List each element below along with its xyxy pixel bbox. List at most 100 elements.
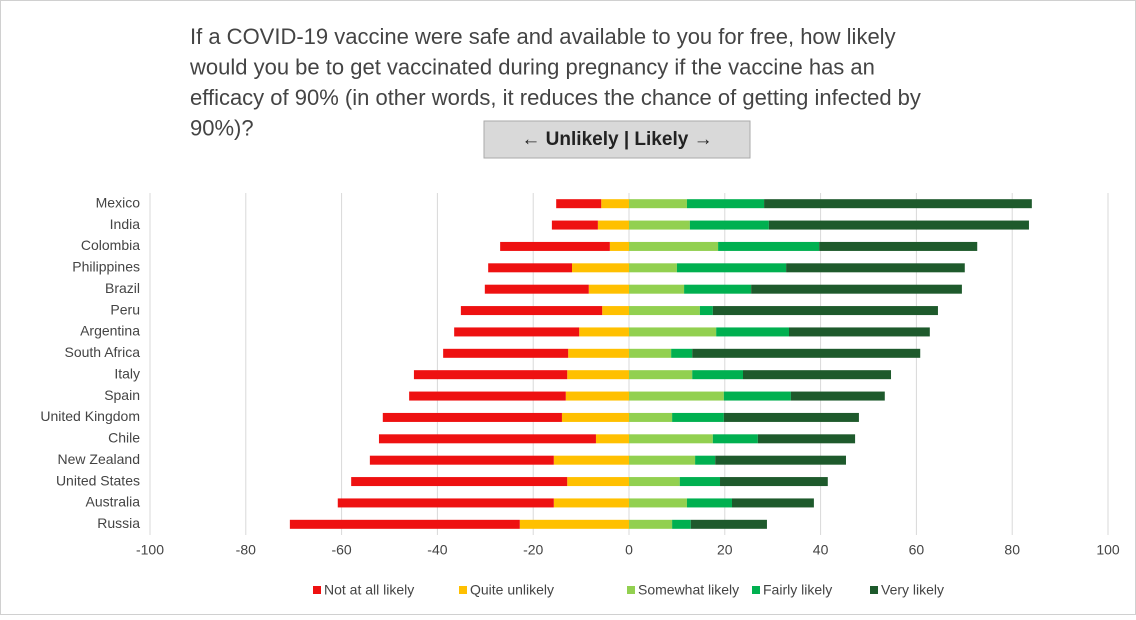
bar-segment (629, 498, 687, 508)
bar-segment (579, 327, 629, 337)
bar-segment (716, 327, 789, 337)
x-tick-label: -100 (136, 542, 164, 558)
x-tick-label: 20 (717, 542, 733, 558)
bar-segment (699, 306, 713, 316)
bar-segment (629, 263, 677, 273)
bar-segment (588, 284, 629, 294)
y-tick-label: India (110, 216, 141, 232)
bar-segment (551, 220, 598, 230)
legend-label: Somewhat likely (638, 582, 739, 598)
bar-segment (676, 263, 787, 273)
bar-segment (602, 306, 629, 316)
bar-segment (629, 306, 700, 316)
bar-segment (692, 348, 921, 358)
bar-segment (720, 477, 828, 487)
title-line: If a COVID-19 vaccine were safe and avai… (190, 24, 896, 49)
bar-segment (629, 455, 696, 465)
bar-segment (715, 455, 846, 465)
bar-segment (553, 498, 629, 508)
bar-segment (369, 455, 554, 465)
x-tick-label: -40 (427, 542, 447, 558)
bar-segment (672, 412, 724, 422)
bar-segment (568, 348, 629, 358)
x-tick-label: 40 (813, 542, 829, 558)
bar-segment (595, 434, 629, 444)
bar-segment (790, 391, 885, 401)
bar-segment (629, 327, 717, 337)
bar-segment (351, 477, 568, 487)
x-tick-label: -20 (523, 542, 543, 558)
bar-segment (629, 391, 724, 401)
legend-swatch (459, 586, 467, 594)
bar-segment (488, 263, 572, 273)
bar-segment (718, 241, 820, 251)
title-line: 90%)? (190, 115, 254, 140)
bar-segment (519, 519, 629, 529)
bar-segment (768, 220, 1029, 230)
bar-segment (723, 412, 859, 422)
bar-segment (567, 477, 629, 487)
legend-label: Very likely (881, 582, 944, 598)
bar-segment (500, 241, 610, 251)
y-tick-label: South Africa (65, 344, 141, 360)
bar-segment (712, 306, 938, 316)
bar-segment (629, 220, 690, 230)
bar-segment (571, 263, 629, 273)
x-tick-label: 100 (1096, 542, 1120, 558)
annotation: ← Unlikely | Likely → (521, 129, 712, 150)
bar-segment (690, 519, 767, 529)
bar-segment (567, 370, 629, 380)
y-tick-label: Argentina (80, 323, 140, 339)
bar-segment (413, 370, 568, 380)
bar-segment (686, 498, 732, 508)
bar-segment (723, 391, 791, 401)
bar-segment (686, 199, 765, 209)
bar-segment (601, 199, 629, 209)
y-tick-label: Australia (86, 494, 141, 510)
bar-segment (597, 220, 629, 230)
bar-segment (757, 434, 856, 444)
y-tick-label: United Kingdom (40, 408, 140, 424)
x-tick-label: 60 (909, 542, 925, 558)
bar-segment (819, 241, 978, 251)
bar-segment (337, 498, 554, 508)
x-tick-label: 0 (625, 542, 633, 558)
bar-segment (556, 199, 602, 209)
y-tick-label: Mexico (96, 194, 141, 210)
y-tick-label: Italy (114, 365, 140, 381)
bar-segment (764, 199, 1032, 209)
x-tick-label: -80 (236, 542, 256, 558)
title-line: efficacy of 90% (in other words, it redu… (190, 85, 921, 110)
title-line: would you be to get vaccinated during pr… (189, 54, 875, 79)
y-tick-label: Colombia (81, 237, 140, 253)
bar-segment (382, 412, 562, 422)
y-tick-label: Spain (104, 387, 140, 403)
bar-segment (743, 370, 892, 380)
bar-segment (609, 241, 629, 251)
bar-segment (692, 370, 744, 380)
bar-segment (695, 455, 716, 465)
bar-segment (731, 498, 814, 508)
y-tick-label: Russia (97, 515, 140, 531)
x-tick-label: -60 (331, 542, 351, 558)
bar-segment (409, 391, 566, 401)
legend-label: Quite unlikely (470, 582, 554, 598)
x-tick-label: 80 (1004, 542, 1020, 558)
bar-segment (679, 477, 721, 487)
annotation-box (483, 120, 751, 159)
bar-segment (689, 220, 769, 230)
bar-segment (484, 284, 589, 294)
bar-segment (788, 327, 930, 337)
bar-segment (565, 391, 629, 401)
bar-segment (629, 434, 713, 444)
bar-segment (629, 284, 685, 294)
legend-swatch (752, 586, 760, 594)
bar-segment (751, 284, 962, 294)
y-tick-label: Chile (108, 430, 140, 446)
bar-segment (786, 263, 965, 273)
bar-segment (629, 477, 680, 487)
y-tick-label: Philippines (72, 259, 140, 275)
bar-segment (289, 519, 520, 529)
legend-swatch (870, 586, 878, 594)
